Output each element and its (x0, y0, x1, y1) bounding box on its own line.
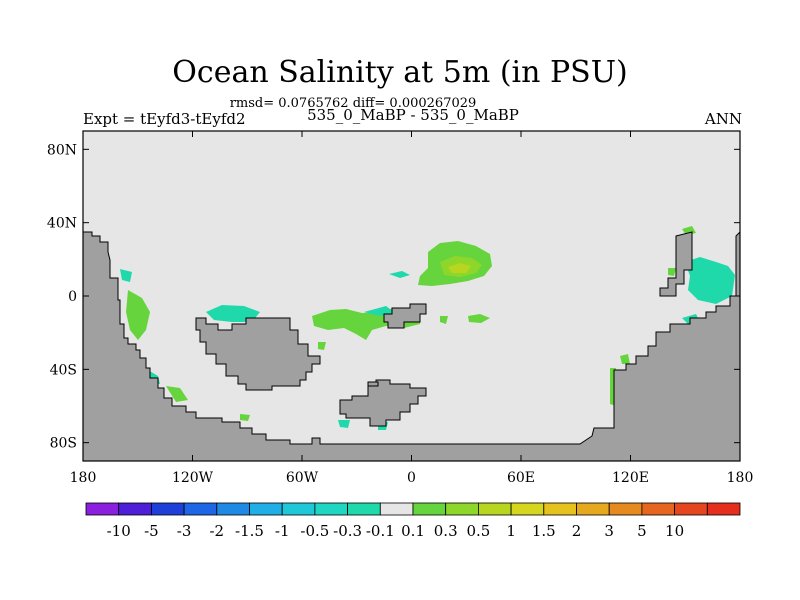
colorbar-label: 2 (572, 522, 582, 540)
colorbar-swatch (314, 502, 348, 516)
x-tick-label: 60W (286, 470, 319, 486)
colorbar-label: -3 (177, 522, 192, 540)
colorbar-label: 3 (604, 522, 614, 540)
land-mass-west (82, 230, 741, 462)
season-label: ANN (704, 110, 742, 128)
experiment-label: Expt = tEyfd3-tEyfd2 (83, 110, 246, 128)
case-label: 535_0_MaBP - 535_0_MaBP (307, 106, 519, 124)
land-mass-central (195, 317, 321, 391)
colorbar-swatch (379, 502, 414, 516)
colorbar-label: -0.1 (366, 522, 395, 540)
colorbar-label: 10 (665, 522, 684, 540)
colorbar-swatch (445, 502, 479, 516)
colorbar-label: 1.5 (532, 522, 556, 540)
colorbar-label: 0.1 (401, 522, 425, 540)
colorbar-label: 5 (637, 522, 647, 540)
anomaly-patch (166, 386, 188, 402)
colorbar-label: 0.5 (466, 522, 490, 540)
anomaly-patch (120, 269, 132, 282)
colorbar-label: -10 (107, 522, 131, 540)
anomaly-patch (685, 257, 735, 304)
anomaly-patch (668, 268, 676, 276)
colorbar-swatch (608, 502, 643, 516)
colorbar: -10 -5 -3 -2 -1.5 -1 -0.5 -0.3 -0.1 0.1 0.3 0.5 1 1.5… (85, 502, 741, 540)
colorbar-label: -1 (275, 522, 290, 540)
colorbar-swatch (249, 502, 283, 516)
anomaly-patch (440, 316, 448, 324)
x-tick-label: 120W (172, 470, 214, 486)
colorbar-label: 1 (506, 522, 516, 540)
colorbar-label: -5 (144, 522, 159, 540)
colorbar-label: -1.5 (235, 522, 264, 540)
y-tick-label: 80N (47, 142, 77, 158)
anomaly-patch (448, 263, 471, 273)
latitude-axis: 80N 40N 0 40S 80S (47, 142, 740, 452)
colorbar-swatch (412, 502, 447, 516)
anomaly-patch (468, 314, 490, 323)
land-masses (82, 230, 741, 462)
colorbar-label: -0.3 (333, 522, 362, 540)
land-mass-east (659, 231, 693, 297)
colorbar-swatch (85, 502, 120, 516)
x-tick-label: 180 (70, 470, 97, 486)
colorbar-label: 0.3 (434, 522, 458, 540)
colorbar-swatch (347, 502, 381, 516)
y-tick-label: 40N (47, 216, 77, 232)
anomaly-patch (126, 290, 150, 340)
colorbar-swatch (706, 502, 741, 516)
land-mass-island (383, 303, 427, 329)
anomaly-patch (338, 420, 350, 428)
colorbar-swatch (510, 502, 545, 516)
colorbar-label: -2 (209, 522, 224, 540)
x-tick-label: 60E (507, 470, 535, 486)
x-tick-label: 180 (727, 470, 754, 486)
anomaly-patch (240, 414, 250, 421)
colorbar-swatch (674, 502, 708, 516)
colorbar-swatch (281, 502, 316, 516)
colorbar-swatch (118, 502, 152, 516)
colorbar-swatch (150, 502, 185, 516)
map-title: Ocean Salinity at 5m (in PSU) (172, 55, 628, 90)
land-mass-south (339, 379, 427, 427)
y-tick-label: 0 (68, 289, 77, 305)
colorbar-swatch (576, 502, 610, 516)
stats-subtitle: rmsd= 0.0765762 diff= 0.000267029 (229, 96, 477, 111)
y-tick-label: 80S (50, 436, 77, 452)
anomaly-patch (389, 271, 410, 278)
longitude-axis: 180 120W 60W 0 60E 120E 180 (70, 131, 754, 486)
colorbar-swatch (477, 502, 512, 516)
x-tick-label: 120E (612, 470, 649, 486)
colorbar-swatch (216, 502, 250, 516)
colorbar-label: -0.5 (300, 522, 329, 540)
colorbar-swatch (543, 502, 577, 516)
colorbar-swatch (641, 502, 676, 516)
anomaly-patch (318, 342, 326, 350)
y-tick-label: 40S (50, 362, 77, 378)
anomaly-patch (620, 354, 630, 364)
colorbar-swatch (183, 502, 218, 516)
land-mass-islet (367, 381, 379, 387)
x-tick-label: 0 (407, 470, 416, 486)
